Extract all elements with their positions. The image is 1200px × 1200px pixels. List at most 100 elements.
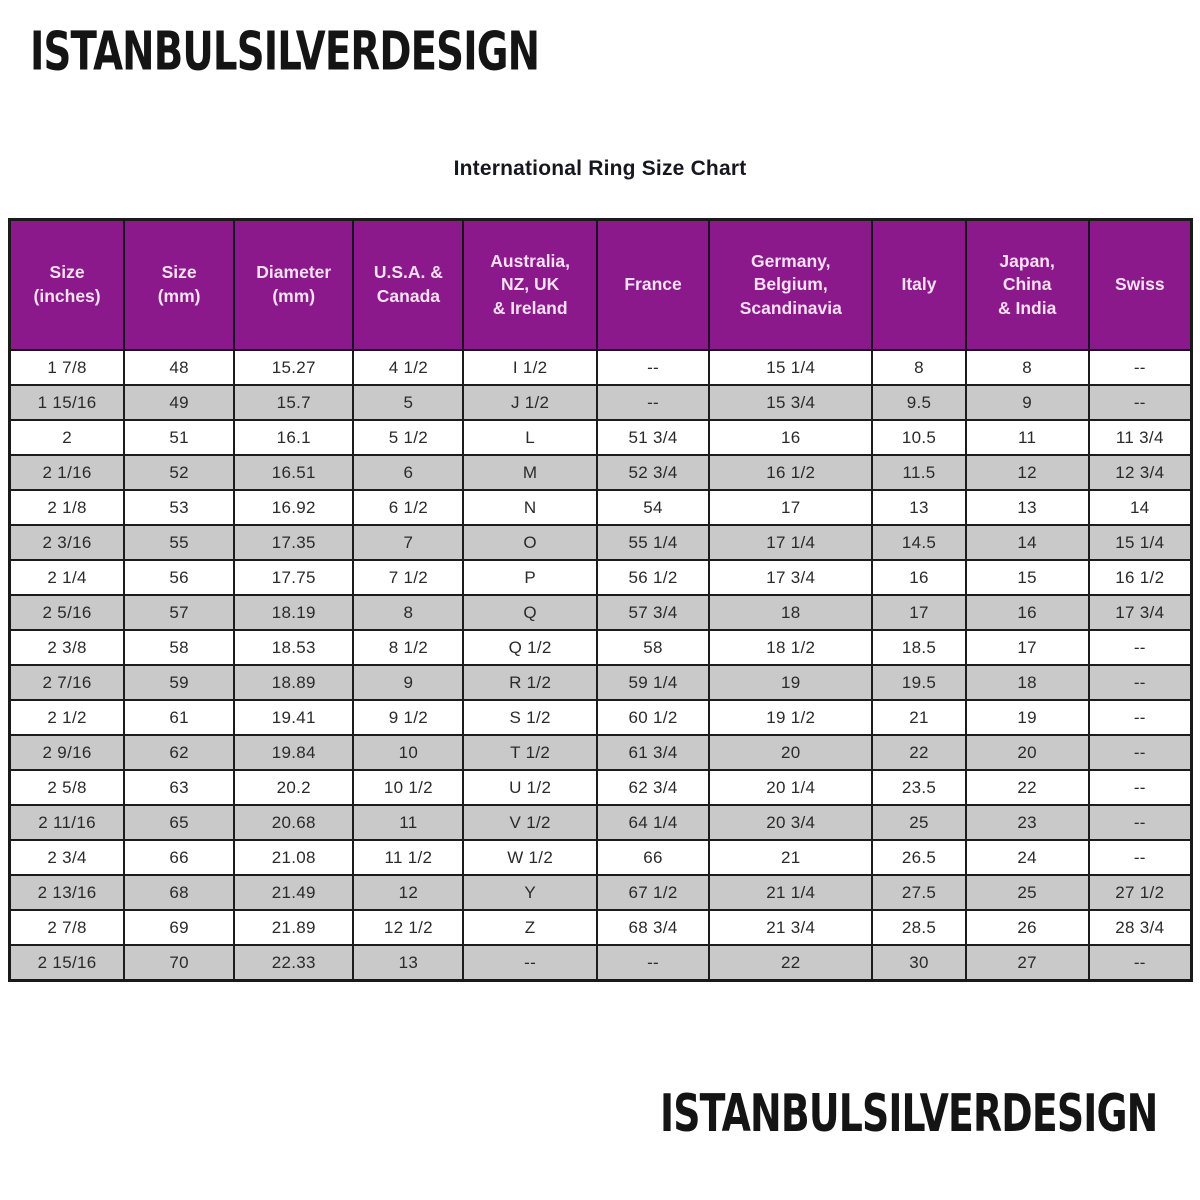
- table-cell: 15.7: [233, 384, 355, 421]
- table-cell: U 1/2: [462, 769, 598, 806]
- table-cell: 21: [871, 699, 967, 736]
- table-cell: Z: [462, 909, 598, 946]
- table-row: 2 1/4 56 17.75 7 1/2 P 56 1/2 17 3/4 16 15 16 1/2: [8, 559, 1193, 596]
- table-row: 2 1/2 61 19.41 9 1/2 S 1/2 60 1/2 19 1/2 21 19 --: [8, 699, 1193, 736]
- table-cell: 19.84: [233, 734, 355, 771]
- table-cell: 18.53: [233, 629, 355, 666]
- table-cell: 21.49: [233, 874, 355, 911]
- table-cell: --: [1087, 734, 1193, 771]
- table-cell: 2 1/2: [8, 699, 126, 736]
- table-cell: 2 7/16: [8, 664, 126, 701]
- table-cell: V 1/2: [462, 804, 598, 841]
- brand-logo-top: ISTANBULSILVERDESIGN: [30, 20, 540, 83]
- table-cell: 55: [123, 524, 236, 561]
- table-cell: 69: [123, 909, 236, 946]
- table-cell: N: [462, 489, 598, 526]
- table-header: Size (inches) Size (mm) Diameter (mm) U.S.A…: [8, 218, 1193, 351]
- table-cell: 8: [352, 594, 465, 631]
- table-cell: 7: [352, 524, 465, 561]
- table-cell: 56 1/2: [595, 559, 711, 596]
- table-cell: Q: [462, 594, 598, 631]
- table-cell: 21 1/4: [708, 874, 874, 911]
- table-cell: --: [595, 384, 711, 421]
- table-cell: 17: [964, 629, 1090, 666]
- table-cell: 67 1/2: [595, 874, 711, 911]
- table-cell: 55 1/4: [595, 524, 711, 561]
- column-header: Germany, Belgium, Scandinavia: [708, 218, 874, 351]
- table-cell: 2 13/16: [8, 874, 126, 911]
- header-row: Size (inches) Size (mm) Diameter (mm) U.S.A…: [8, 218, 1193, 351]
- table-cell: 6 1/2: [352, 489, 465, 526]
- table-cell: 59: [123, 664, 236, 701]
- table-cell: 23: [964, 804, 1090, 841]
- table-cell: 26: [964, 909, 1090, 946]
- table-cell: 19.41: [233, 699, 355, 736]
- table-body: 1 7/8 48 15.27 4 1/2 I 1/2 -- 15 1/4 8 8 -- 1 15/1…: [8, 349, 1193, 982]
- table-row: 2 5/16 57 18.19 8 Q 57 3/4 18 17 16 17 3/4: [8, 594, 1193, 631]
- column-header: Italy: [871, 218, 967, 351]
- table-cell: 2 3/8: [8, 629, 126, 666]
- table-row: 1 7/8 48 15.27 4 1/2 I 1/2 -- 15 1/4 8 8 --: [8, 349, 1193, 386]
- table-cell: 10.5: [871, 419, 967, 456]
- table-row: 2 51 16.1 5 1/2 L 51 3/4 16 10.5 11 11 3/4: [8, 419, 1193, 456]
- table-cell: 22: [708, 944, 874, 982]
- table-cell: 10: [352, 734, 465, 771]
- table-cell: 17 3/4: [708, 559, 874, 596]
- table-cell: 51: [123, 419, 236, 456]
- table-cell: 17.75: [233, 559, 355, 596]
- table-cell: 12: [964, 454, 1090, 491]
- table-row: 2 7/16 59 18.89 9 R 1/2 59 1/4 19 19.5 18 --: [8, 664, 1193, 701]
- table-cell: 19: [964, 699, 1090, 736]
- table-cell: 64 1/4: [595, 804, 711, 841]
- table-row: 1 15/16 49 15.7 5 J 1/2 -- 15 3/4 9.5 9 --: [8, 384, 1193, 421]
- table-cell: 21.89: [233, 909, 355, 946]
- table-cell: J 1/2: [462, 384, 598, 421]
- table-cell: 65: [123, 804, 236, 841]
- table-cell: 11: [964, 419, 1090, 456]
- column-header: Size (mm): [123, 218, 236, 351]
- table-cell: --: [595, 944, 711, 982]
- column-header: France: [595, 218, 711, 351]
- table-cell: 21.08: [233, 839, 355, 876]
- table-cell: 19 1/2: [708, 699, 874, 736]
- table-cell: 12 3/4: [1087, 454, 1193, 491]
- table-row: 2 3/8 58 18.53 8 1/2 Q 1/2 58 18 1/2 18.5 17 --: [8, 629, 1193, 666]
- table-cell: 58: [595, 629, 711, 666]
- column-header: U.S.A. & Canada: [352, 218, 465, 351]
- table-cell: 16.92: [233, 489, 355, 526]
- table-cell: 5 1/2: [352, 419, 465, 456]
- table-row: 2 15/16 70 22.33 13 -- -- 22 30 27 --: [8, 944, 1193, 982]
- table-cell: 20: [708, 734, 874, 771]
- table-cell: 48: [123, 349, 236, 386]
- table-cell: 22.33: [233, 944, 355, 982]
- table-cell: 13: [352, 944, 465, 982]
- table-cell: 27 1/2: [1087, 874, 1193, 911]
- table-cell: T 1/2: [462, 734, 598, 771]
- table-cell: --: [1087, 804, 1193, 841]
- table-cell: 11.5: [871, 454, 967, 491]
- table-cell: --: [1087, 944, 1193, 982]
- brand-logo-bottom: ISTANBULSILVERDESIGN: [659, 1084, 1158, 1145]
- table-cell: 16 1/2: [708, 454, 874, 491]
- table-cell: 16: [964, 594, 1090, 631]
- table-cell: 5: [352, 384, 465, 421]
- table-cell: 57 3/4: [595, 594, 711, 631]
- table-row: 2 11/16 65 20.68 11 V 1/2 64 1/4 20 3/4 25 23 --: [8, 804, 1193, 841]
- table-cell: 9: [964, 384, 1090, 421]
- table-cell: R 1/2: [462, 664, 598, 701]
- table-cell: 62: [123, 734, 236, 771]
- table-cell: 18.19: [233, 594, 355, 631]
- table-cell: 18 1/2: [708, 629, 874, 666]
- table-cell: 16 1/2: [1087, 559, 1193, 596]
- table-cell: W 1/2: [462, 839, 598, 876]
- page-title: International Ring Size Chart: [453, 157, 747, 180]
- table-cell: 6: [352, 454, 465, 491]
- table-cell: 7 1/2: [352, 559, 465, 596]
- table-cell: 2 5/8: [8, 769, 126, 806]
- table-row: 2 1/16 52 16.51 6 M 52 3/4 16 1/2 11.5 12 12 3/4: [8, 454, 1193, 491]
- table-cell: 22: [964, 769, 1090, 806]
- table-cell: 26.5: [871, 839, 967, 876]
- table-cell: 2 1/4: [8, 559, 126, 596]
- table-cell: 16: [871, 559, 967, 596]
- table-cell: 9: [352, 664, 465, 701]
